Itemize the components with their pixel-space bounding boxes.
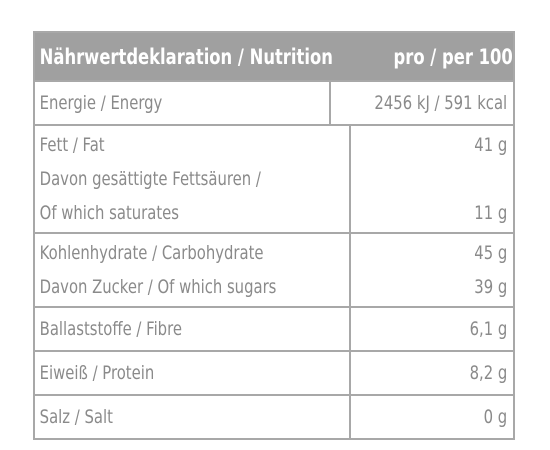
row-value-cell: 41 g 11 g <box>349 126 513 232</box>
row-label-cell: Ballaststoffe / Fibre <box>35 308 280 350</box>
row-label: Davon gesättigte Fettsäuren / <box>39 168 261 190</box>
row-value: 45 g <box>474 242 507 264</box>
row-label: Of which saturates <box>39 202 179 224</box>
row-label: Energie / Energy <box>39 92 163 114</box>
header-value-cell: pro / per 100 g <box>349 36 536 78</box>
row-label: Eiweiß / Protein <box>39 362 155 384</box>
table-row-protein: Eiweiß / Protein 8,2 g <box>35 350 513 394</box>
table-header-row: Nährwertdeklaration / Nutrition pro / pe… <box>35 33 530 80</box>
row-label-cell: Energie / Energy <box>35 82 264 124</box>
table-row-fat: Fett / Fat Davon gesättigte Fettsäuren /… <box>35 124 513 232</box>
row-label-cell: Kohlenhydrate / Carbohydrate Davon Zucke… <box>35 234 280 306</box>
row-label: Salz / Salt <box>39 406 113 428</box>
row-label-cell: Salz / Salt <box>35 396 280 438</box>
row-label-cell: Fett / Fat Davon gesättigte Fettsäuren /… <box>35 126 280 232</box>
row-value: 41 g <box>474 134 507 156</box>
row-value: 11 g <box>474 202 507 224</box>
table-row-fibre: Ballaststoffe / Fibre 6,1 g <box>35 306 513 350</box>
header-label: Nährwertdeklaration / Nutrition <box>39 44 333 69</box>
row-label: Kohlenhydrate / Carbohydrate <box>39 242 264 264</box>
row-value: 0 g <box>483 406 507 428</box>
row-label: Davon Zucker / Of which sugars <box>39 276 277 298</box>
table-row-energy: Energie / Energy 2456 kJ / 591 kcal <box>35 80 513 124</box>
row-value-cell: 8,2 g <box>349 352 513 394</box>
row-value: 8,2 g <box>469 362 507 384</box>
row-value-cell: 45 g 39 g <box>349 234 513 306</box>
row-label: Fett / Fat <box>39 134 105 156</box>
table-row-carbohydrate: Kohlenhydrate / Carbohydrate Davon Zucke… <box>35 232 513 306</box>
nutrition-table: Nährwertdeklaration / Nutrition pro / pe… <box>33 31 530 440</box>
row-label-cell: Eiweiß / Protein <box>35 352 280 394</box>
row-value-cell: 0 g <box>349 396 513 438</box>
row-value: 39 g <box>474 276 507 298</box>
header-value: pro / per 100 g <box>393 44 531 69</box>
table-row-salt: Salz / Salt 0 g <box>35 394 513 438</box>
row-label: Ballaststoffe / Fibre <box>39 318 182 340</box>
row-value-cell: 6,1 g <box>349 308 513 350</box>
row-value-cell: 2456 kJ / 591 kcal <box>328 82 513 124</box>
row-value: 6,1 g <box>469 318 507 340</box>
row-value: 2456 kJ / 591 kcal <box>374 92 507 114</box>
